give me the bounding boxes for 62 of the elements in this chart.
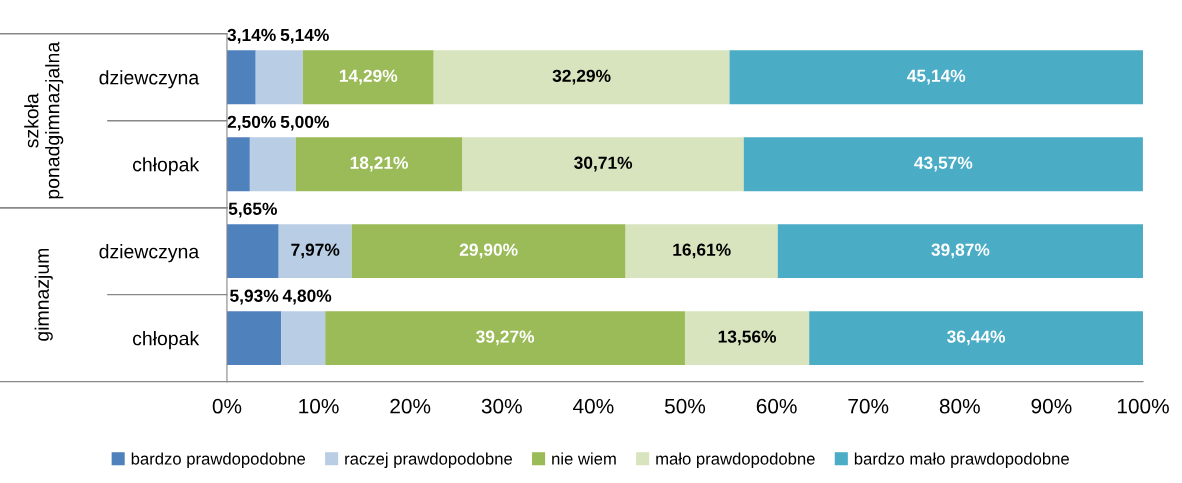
data-label: 3,14% xyxy=(227,28,276,44)
legend-label: raczej prawdopodobne xyxy=(345,452,513,468)
bar xyxy=(684,311,810,366)
data-label: 13,56% xyxy=(718,330,777,346)
bar xyxy=(729,50,1143,105)
bar xyxy=(777,224,1143,279)
data-label: 5,65% xyxy=(228,202,277,218)
y-tick-label: chłopak xyxy=(132,331,200,350)
legend-label: bardzo prawdopodobne xyxy=(131,452,306,468)
data-label: 16,61% xyxy=(673,243,731,259)
y-tick-label: dziewczyna xyxy=(99,70,200,89)
data-label: 5,93% xyxy=(230,289,279,305)
legend-label: nie wiem xyxy=(552,452,616,465)
bar xyxy=(278,224,352,279)
text: szkoła ponadgimnazjalna xyxy=(24,41,64,199)
data-label: 2,50% xyxy=(227,115,276,131)
data-label: 32,29% xyxy=(552,69,611,85)
data-label: 39,87% xyxy=(931,243,990,259)
data-label: 29,90% xyxy=(459,243,518,259)
x-tick-label: 90% xyxy=(1031,398,1072,414)
x-tick-label: 100% xyxy=(1117,398,1169,414)
data-label: 30,71% xyxy=(574,156,633,172)
bar xyxy=(255,50,303,105)
x-tick-label: 70% xyxy=(848,398,889,414)
data-label: 36,44% xyxy=(947,330,1006,346)
legend-label: mało prawdopodobne xyxy=(656,452,815,468)
legend-label: bardzo mało prawdopodobne xyxy=(854,452,1069,468)
data-label: 5,00% xyxy=(280,115,329,131)
y-tick-label: dziewczyna xyxy=(99,244,200,263)
x-tick-label: 80% xyxy=(939,398,980,414)
bar xyxy=(302,50,434,105)
bar xyxy=(226,224,279,279)
bar xyxy=(625,224,778,279)
bar xyxy=(325,311,685,366)
bar xyxy=(281,311,326,366)
x-tick-label: 0% xyxy=(212,398,242,414)
bar xyxy=(226,137,250,192)
x-tick-label: 30% xyxy=(481,398,522,414)
data-label: 5,14% xyxy=(280,28,329,44)
bar xyxy=(226,311,282,366)
data-label: 18,21% xyxy=(350,156,409,172)
x-tick-label: 40% xyxy=(572,398,614,414)
bar xyxy=(809,311,1143,366)
bar xyxy=(351,224,626,279)
data-label: 39,27% xyxy=(476,330,535,346)
data-label: 43,57% xyxy=(914,156,973,172)
bar xyxy=(462,137,744,192)
x-tick-label: 60% xyxy=(756,398,797,414)
bar xyxy=(249,137,296,192)
data-label: 4,80% xyxy=(282,289,332,305)
x-tick-label: 50% xyxy=(664,398,706,414)
x-tick-label: 20% xyxy=(390,398,431,414)
bar xyxy=(226,50,256,105)
bar xyxy=(295,137,463,192)
data-label: 14,29% xyxy=(339,69,398,85)
data-label: 7,97% xyxy=(291,243,340,259)
bar xyxy=(433,50,730,105)
y-tick-label: chłopak xyxy=(132,157,200,176)
x-tick-label: 10% xyxy=(299,398,339,414)
text: gimnazjum xyxy=(34,248,53,341)
bar xyxy=(743,137,1143,192)
data-label: 45,14% xyxy=(907,69,966,85)
